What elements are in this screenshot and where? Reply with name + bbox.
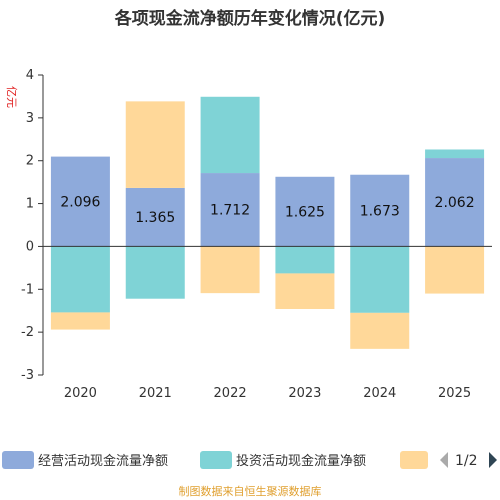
x-tick-label: 2023 xyxy=(288,386,321,401)
legend[interactable]: 经营活动现金流量净额 投资活动现金流量净额 1/2 xyxy=(2,451,497,469)
data-label: 1.673 xyxy=(360,204,400,220)
data-label: 1.712 xyxy=(210,203,250,219)
y-tick-label: 0 xyxy=(26,239,34,254)
y-tick-label: 1 xyxy=(26,197,34,212)
x-tick-label: 2024 xyxy=(363,386,396,401)
data-label: 2.096 xyxy=(60,195,100,211)
bar-segment-2022-series-2[interactable] xyxy=(200,96,260,174)
y-tick-label: -2 xyxy=(21,325,34,340)
x-tick-label: 2020 xyxy=(64,386,97,401)
bar-segment-2023-series-3[interactable] xyxy=(275,273,335,309)
legend-swatch xyxy=(200,451,232,469)
data-label: 1.625 xyxy=(285,205,325,221)
bar-segment-2024-series-3[interactable] xyxy=(350,312,410,349)
bar-segment-2020-series-2[interactable] xyxy=(50,246,110,313)
legend-item[interactable]: 投资活动现金流量净额 xyxy=(200,451,366,469)
bar-segment-2021-series-1[interactable] xyxy=(125,187,185,247)
data-label: 1.365 xyxy=(135,210,175,226)
y-tick-label: 2 xyxy=(26,154,34,169)
bar-segment-2024-series-2[interactable] xyxy=(350,246,410,313)
bar-segment-2021-series-3[interactable] xyxy=(125,101,185,188)
y-axis-label: 亿元 xyxy=(5,86,18,108)
legend-swatch xyxy=(2,451,34,469)
legend-item[interactable] xyxy=(400,451,428,469)
bar-segment-2022-series-1[interactable] xyxy=(200,173,260,247)
y-tick-label: -1 xyxy=(21,282,34,297)
legend-swatch xyxy=(400,451,428,469)
y-tick-label: 4 xyxy=(26,68,34,83)
bar-segment-2022-series-3[interactable] xyxy=(200,246,260,294)
bar-segment-2025-series-3[interactable] xyxy=(425,246,485,294)
bar-segment-2025-series-2[interactable] xyxy=(425,149,485,159)
legend-label: 投资活动现金流量净额 xyxy=(236,453,366,469)
x-tick-label: 2021 xyxy=(139,386,172,401)
bar-segment-2020-series-3[interactable] xyxy=(50,312,110,330)
bar-segment-2020-series-1[interactable] xyxy=(50,156,110,247)
plot-area: -3 -2 -1 0 1 2 3 4 2.096 2020 1.365 2021 1.712 2022 1.… xyxy=(21,68,492,401)
prev-page-icon[interactable] xyxy=(440,452,448,468)
bar-segment-2023-series-2[interactable] xyxy=(275,246,335,274)
x-tick-label: 2025 xyxy=(438,386,471,401)
data-label: 2.062 xyxy=(435,195,475,211)
x-tick-label: 2022 xyxy=(214,386,247,401)
legend-page-indicator: 1/2 xyxy=(455,453,478,469)
bar-segment-2025-series-1[interactable] xyxy=(425,158,485,247)
bar-segment-2023-series-1[interactable] xyxy=(275,176,335,247)
legend-item[interactable]: 经营活动现金流量净额 xyxy=(2,451,168,469)
chart-title: 各项现金流净额历年变化情况(亿元) xyxy=(114,8,386,29)
source-footer: 制图数据来自恒生聚源数据库 xyxy=(179,484,322,498)
bar-segment-2021-series-2[interactable] xyxy=(125,246,185,299)
legend-label: 经营活动现金流量净额 xyxy=(38,453,168,469)
bar-segment-2024-series-1[interactable] xyxy=(350,174,410,247)
y-tick-label: 3 xyxy=(26,111,34,126)
next-page-icon[interactable] xyxy=(489,452,497,468)
y-tick-label: -3 xyxy=(21,368,34,383)
